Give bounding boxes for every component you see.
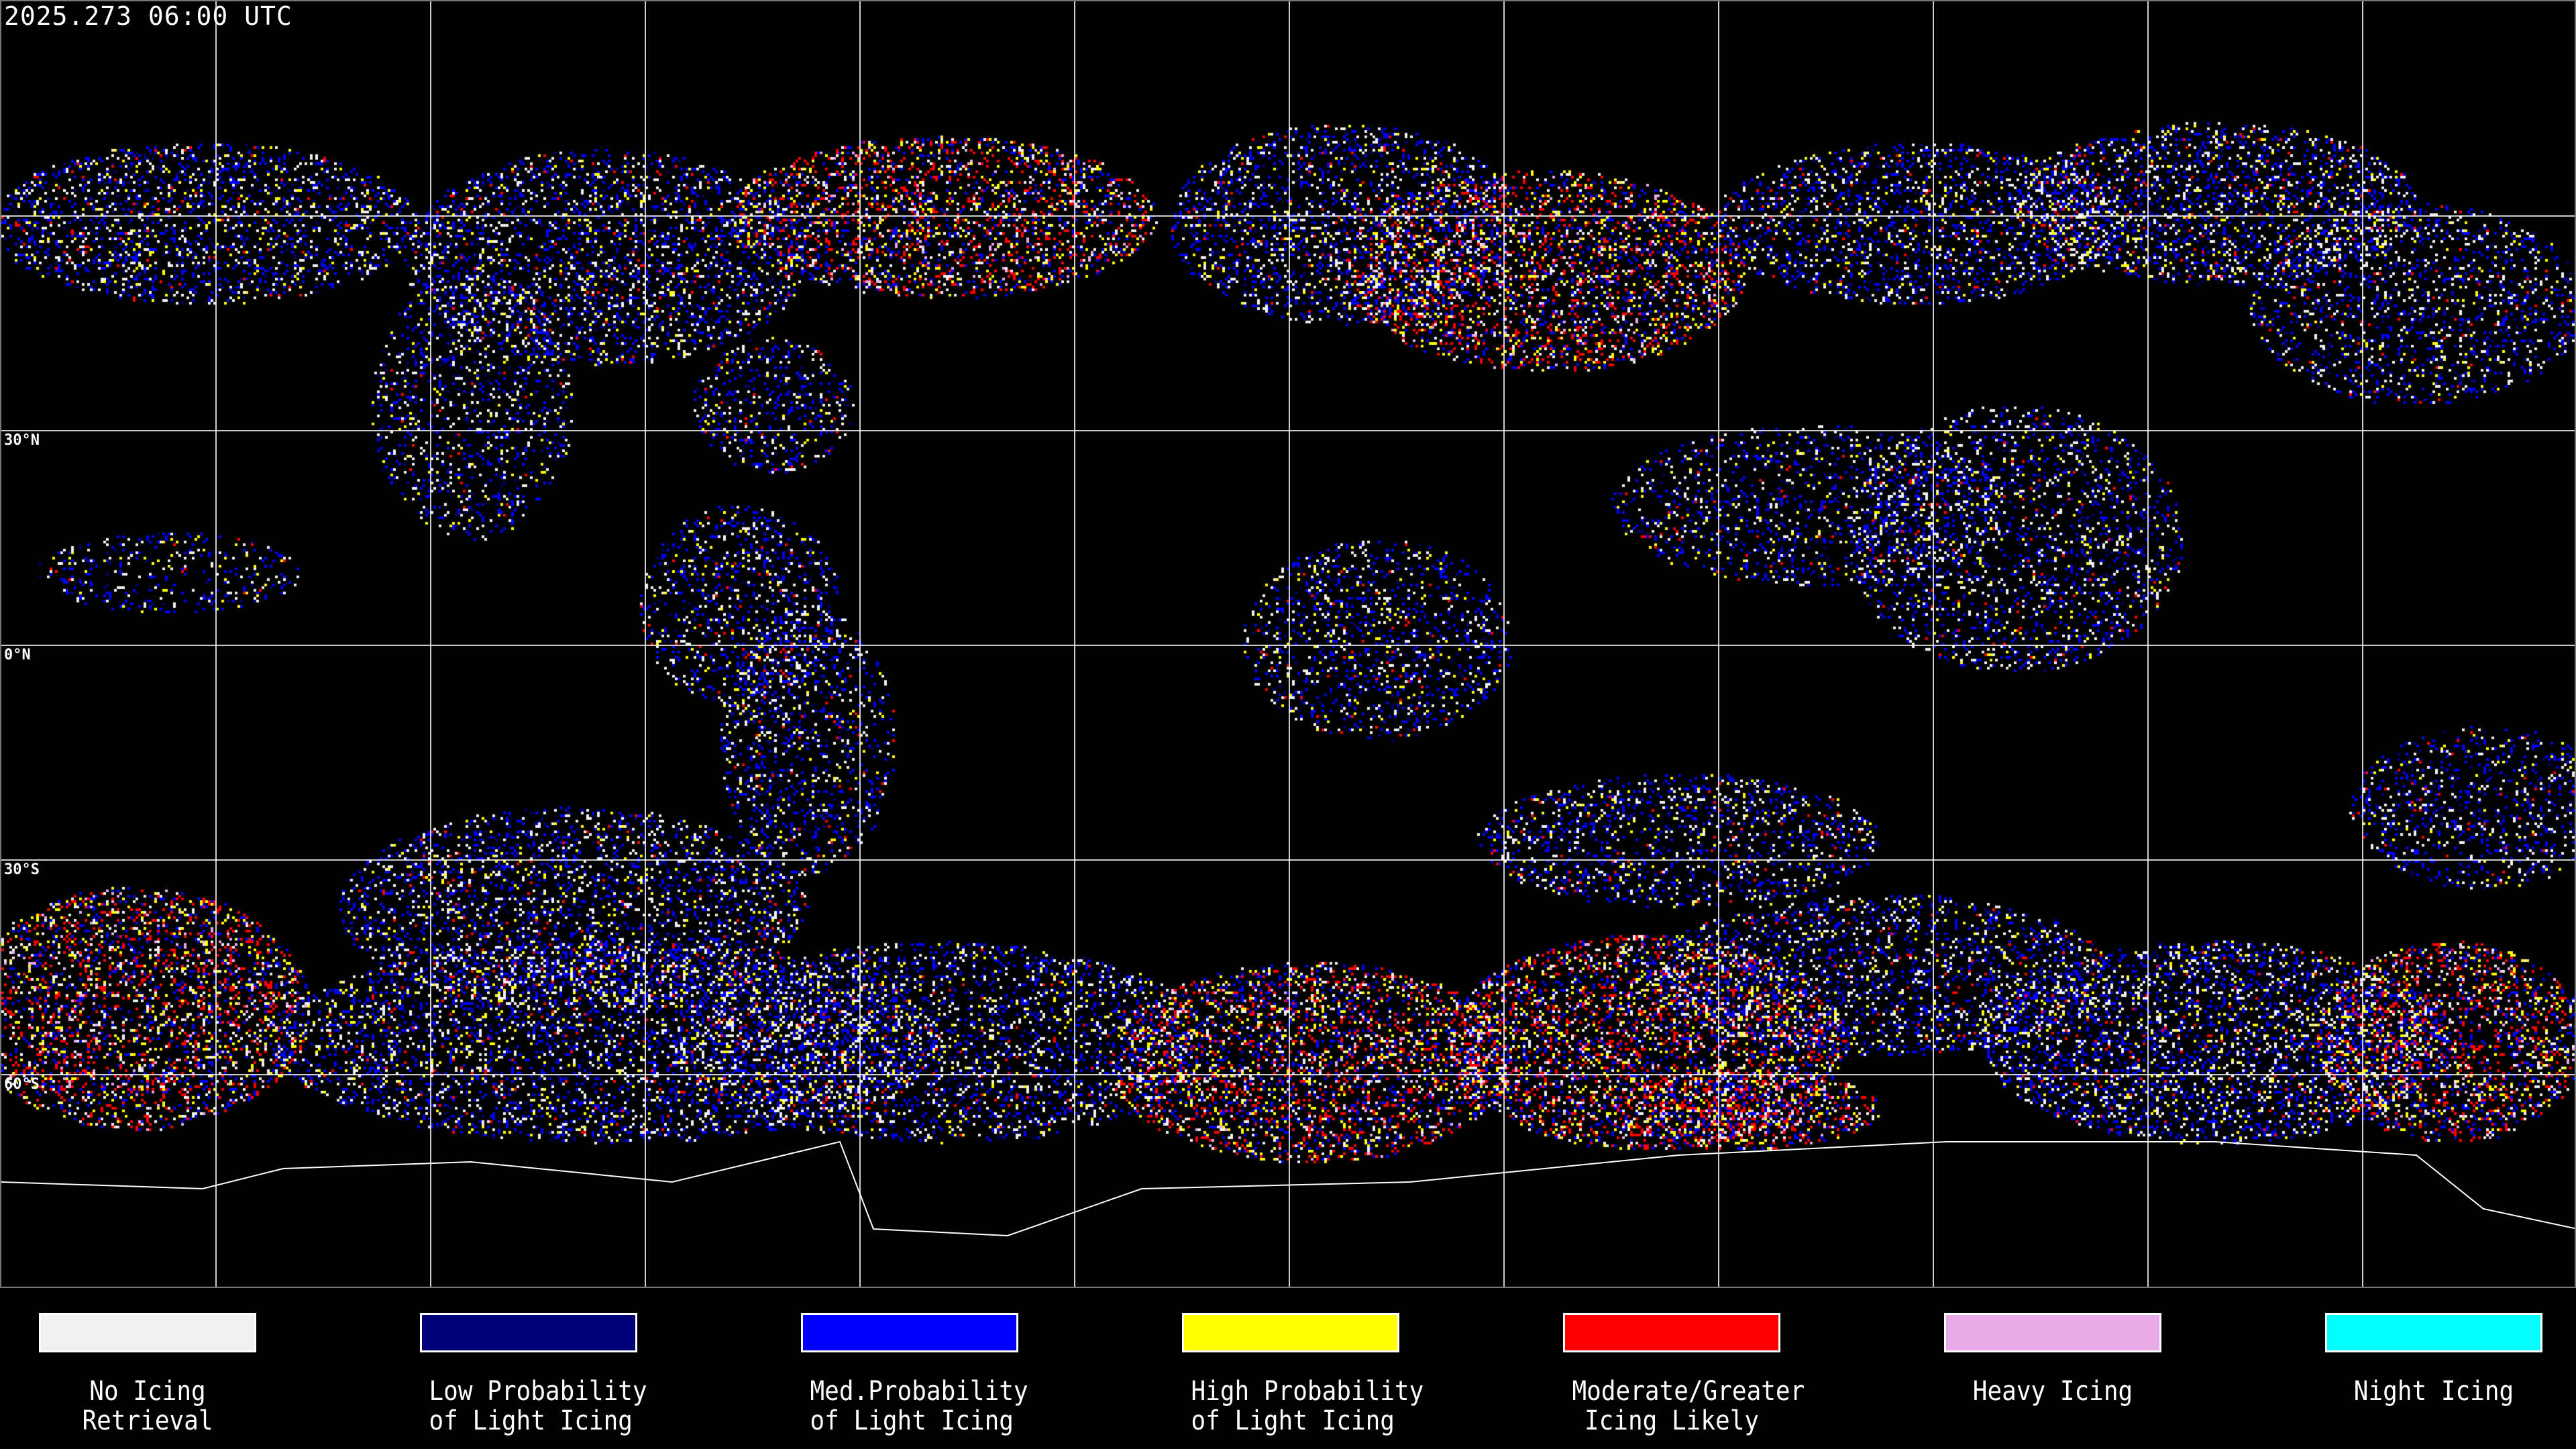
legend-label: No Icing [89, 1376, 206, 1407]
legend-label: of Light Icing [1191, 1405, 1395, 1436]
legend-label: Retrieval [82, 1405, 213, 1436]
legend-item-moderate-greater: Moderate/Greater Icing Likely [1561, 1313, 1805, 1436]
legend-label: Night Icing [2353, 1376, 2514, 1407]
lat-label-0n: 0°N [4, 647, 31, 663]
lat-label-30n: 30°N [4, 432, 40, 449]
legend-item-heavy-icing: Heavy Icing [1942, 1313, 2163, 1406]
legend-item-med-probability: Med.Probability of Light Icing [799, 1313, 1028, 1436]
legend: No Icing Retrieval Low Probability of Ligh… [0, 1288, 2576, 1449]
legend-item-no-icing: No Icing Retrieval [37, 1313, 258, 1436]
lat-label-60s: 60°S [4, 1076, 40, 1093]
lat-lon-grid [1, 1, 2575, 1287]
legend-item-high-probability: High Probability of Light Icing [1180, 1313, 1424, 1436]
legend-label: of Light Icing [810, 1405, 1014, 1436]
legend-swatch [39, 1313, 256, 1352]
legend-swatch [1944, 1313, 2161, 1352]
icing-map: 2025.273 06:00 UTC 30°N 0°N 30°S 60°S [0, 0, 2576, 1288]
legend-label: Med.Probability [810, 1376, 1028, 1407]
legend-swatch [801, 1313, 1018, 1352]
legend-label: Icing Likely [1584, 1405, 1760, 1436]
lat-label-30s: 30°S [4, 861, 40, 878]
legend-label: High Probability [1191, 1376, 1424, 1407]
legend-swatch [2325, 1313, 2542, 1352]
legend-label: of Light Icing [429, 1405, 633, 1436]
legend-label: Low Probability [429, 1376, 647, 1407]
legend-label: Heavy Icing [1972, 1376, 2133, 1407]
legend-swatch [1563, 1313, 1780, 1352]
legend-swatch [420, 1313, 637, 1352]
legend-label: Moderate/Greater [1572, 1376, 1805, 1407]
timestamp-title: 2025.273 06:00 UTC [4, 1, 292, 31]
legend-item-night-icing: Night Icing [2323, 1313, 2544, 1406]
legend-swatch [1182, 1313, 1399, 1352]
legend-item-low-probability: Low Probability of Light Icing [418, 1313, 647, 1436]
coastline [1, 1140, 2575, 1237]
